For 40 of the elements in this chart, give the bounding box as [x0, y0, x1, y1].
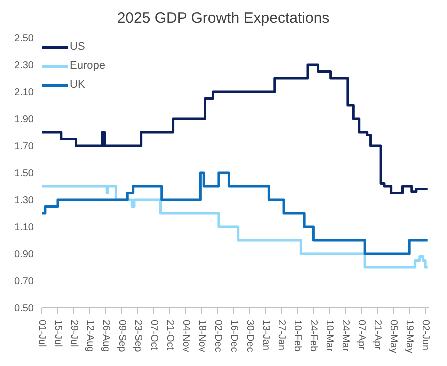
y-tick-label: 0.70 [14, 276, 34, 288]
x-tick-label: 02-Dec [212, 320, 224, 352]
x-tick-label: 15-Jul [52, 320, 64, 348]
x-tick-label: 10-Feb [292, 320, 304, 352]
legend-label: US [70, 40, 86, 55]
y-tick-label: 1.30 [14, 196, 34, 207]
x-tick-label: 24-Feb [308, 320, 320, 352]
x-tick-label: 04-Nov [180, 320, 192, 352]
y-tick-label: 2.50 [14, 34, 34, 45]
x-tick-label: 02-Jun [420, 320, 432, 351]
x-tick-label: 29-Jul [68, 320, 80, 348]
y-tick-label: 0.90 [14, 250, 34, 261]
x-tick-label: 23-Sep [132, 320, 144, 353]
y-tick-label: 2.10 [14, 88, 34, 99]
x-tick-label: 16-Dec [228, 320, 240, 352]
x-tick-label: 01-Jul [36, 320, 48, 348]
x-tick-label: 26-Aug [100, 320, 112, 352]
x-tick-label: 07-Apr [356, 320, 368, 351]
x-tick-label: 27-Jan [276, 320, 288, 351]
y-tick-label: 1.70 [14, 142, 34, 153]
x-tick-label: 05-May [388, 320, 400, 354]
x-tick-label: 13-Jan [260, 320, 272, 351]
x-tick-label: 30-Dec [244, 320, 256, 352]
y-tick-label: 1.90 [14, 114, 34, 126]
x-tick-label: 21-Oct [164, 320, 176, 350]
x-tick-label: 21-Apr [372, 320, 384, 351]
y-tick-label: 2.30 [14, 60, 34, 72]
chart-title: 2025 GDP Growth Expectations [116, 9, 331, 29]
x-tick-label: 07-Oct [148, 320, 160, 350]
x-tick-label: 24-Mar [340, 320, 352, 352]
x-tick-label: 09-Sep [116, 320, 128, 353]
x-tick-label: 12-Aug [84, 320, 96, 352]
x-tick-label: 19-May [404, 320, 416, 354]
legend-label: UK [70, 78, 86, 93]
x-tick-label: 10-Mar [324, 320, 336, 352]
y-tick-label: 0.50 [14, 304, 34, 315]
y-tick-label: 1.50 [14, 168, 34, 180]
y-tick-label: 1.10 [14, 222, 34, 234]
legend-label: Europe [70, 59, 106, 74]
x-tick-label: 18-Nov [196, 320, 208, 352]
